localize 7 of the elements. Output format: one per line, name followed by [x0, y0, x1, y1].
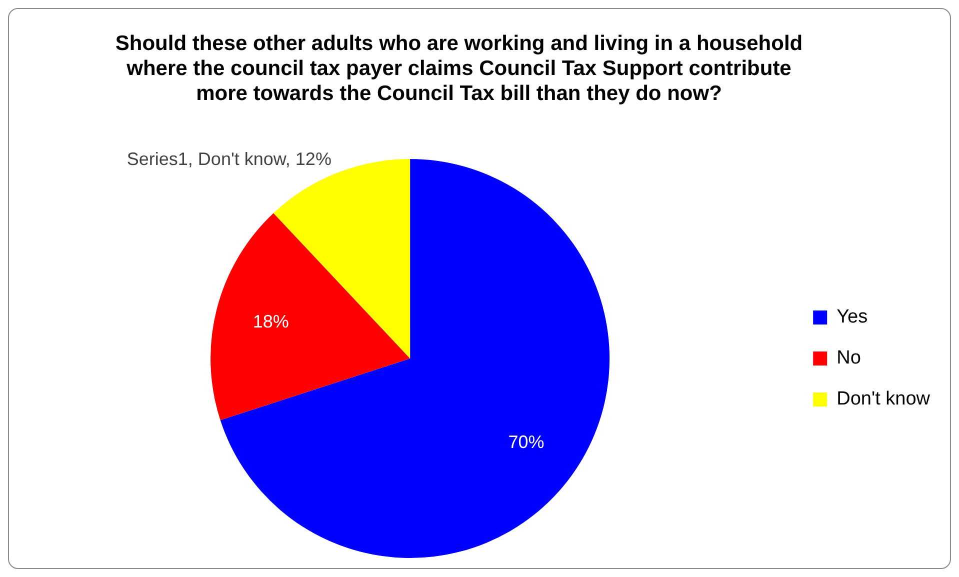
legend-label: Yes	[836, 306, 868, 328]
data-label: 70%	[508, 432, 544, 452]
data-label: Series1, Don't know, 12%	[126, 148, 332, 169]
data-label: 18%	[252, 312, 289, 332]
legend-label: Don't know	[836, 388, 930, 410]
legend-label: No	[836, 348, 861, 369]
chart-title: Should these other adults who are working and living in a household where the council tax payer claims Council Tax Support contribute more towards the Council Tax bill than they do now?	[114, 31, 804, 106]
